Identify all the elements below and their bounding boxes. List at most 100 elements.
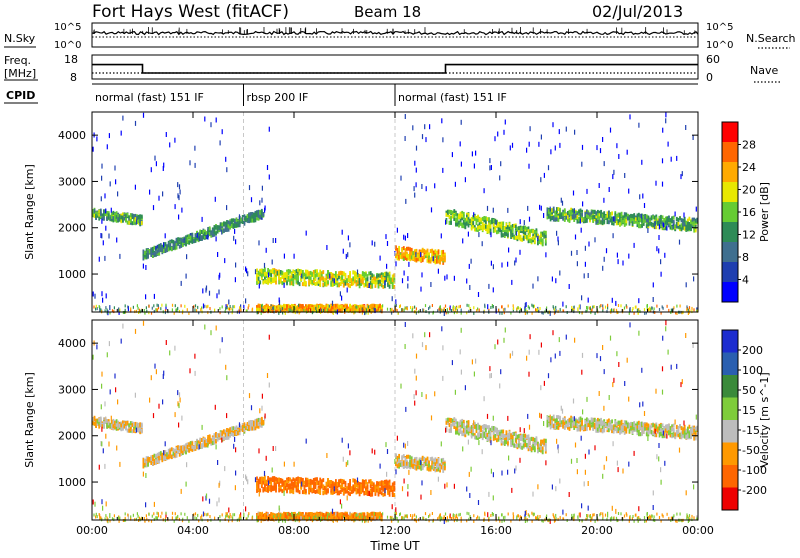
power-speckle <box>258 240 259 245</box>
power-cell <box>341 308 343 312</box>
power-speckle <box>110 181 111 186</box>
power-speckle <box>462 238 463 243</box>
power-cell <box>310 271 312 275</box>
power-cell <box>158 244 160 248</box>
power-cell <box>299 282 301 286</box>
velocity-cell <box>292 486 294 490</box>
power-speckle <box>343 249 344 254</box>
power-speckle <box>588 298 589 303</box>
velocity-cell <box>315 490 317 494</box>
power-cell <box>416 258 418 262</box>
velocity-cell <box>382 485 384 489</box>
power-low-range <box>261 308 262 311</box>
power-cell <box>461 214 463 218</box>
velocity-cell <box>120 423 122 427</box>
power-cell <box>296 269 298 273</box>
power-cell <box>288 269 290 273</box>
power-cell <box>581 213 583 217</box>
velocity-cell <box>150 461 152 465</box>
power-cell <box>180 241 182 245</box>
power-speckle <box>588 242 589 247</box>
power-speckle <box>374 242 375 247</box>
power-speckle <box>487 304 488 309</box>
power-cell <box>349 284 351 288</box>
power-cell <box>580 209 582 213</box>
power-speckle <box>555 146 556 151</box>
power-cell <box>597 210 599 214</box>
power-cell <box>461 224 463 228</box>
power-speckle <box>468 232 469 237</box>
power-cell <box>103 217 105 221</box>
power-cell <box>343 272 345 276</box>
power-cell <box>139 214 141 218</box>
velocity-cell <box>322 478 324 482</box>
velocity-cell <box>125 426 127 430</box>
power-speckle <box>104 256 105 261</box>
power-cell <box>267 268 269 272</box>
power-cell <box>496 230 498 234</box>
power-low-range <box>425 304 426 307</box>
colorbar-swatch <box>722 162 738 182</box>
power-cell <box>597 220 599 224</box>
power-low-range <box>689 306 690 309</box>
power-speckle <box>181 281 182 286</box>
power-low-range <box>137 304 138 307</box>
velocity-cell <box>379 488 381 492</box>
power-cell <box>409 247 411 251</box>
velocity-cell <box>382 493 384 497</box>
power-cell <box>411 251 413 255</box>
power-low-range <box>288 308 289 311</box>
velocity-cell <box>169 454 171 458</box>
power-low-range <box>591 308 592 311</box>
power-speckle <box>537 276 538 281</box>
power-cell <box>367 284 369 288</box>
power-cell <box>352 276 354 280</box>
power-cell <box>526 235 528 239</box>
velocity-cell <box>266 488 268 492</box>
power-speckle <box>561 198 562 203</box>
power-cell <box>371 304 373 308</box>
power-cell <box>378 280 380 284</box>
power-cell <box>690 227 692 231</box>
power-cell <box>444 258 446 262</box>
power-low-range <box>441 309 442 312</box>
power-cell <box>341 271 343 275</box>
power-cell <box>641 224 643 228</box>
power-speckle <box>659 224 660 229</box>
power-speckle <box>510 145 511 150</box>
power-speckle <box>555 278 556 283</box>
power-speckle <box>266 248 267 253</box>
power-cell <box>401 253 403 257</box>
power-cell <box>108 213 110 217</box>
power-speckle <box>543 213 544 218</box>
power-speckle <box>552 277 553 282</box>
power-speckle <box>384 280 385 285</box>
power-cell <box>266 280 268 284</box>
power-cell <box>100 209 102 213</box>
power-speckle <box>639 194 640 199</box>
power-cell <box>673 216 675 220</box>
power-cell <box>545 234 547 238</box>
power-cell <box>638 213 640 217</box>
power-low-range <box>232 305 233 308</box>
power-cell <box>460 218 462 222</box>
power-speckle <box>493 264 494 269</box>
power-cell <box>569 219 571 223</box>
velocity-cell <box>113 424 115 428</box>
power-speckle <box>442 168 443 173</box>
power-cell <box>113 216 115 220</box>
power-cell <box>611 211 613 215</box>
power-cell <box>356 275 358 279</box>
power-cell <box>136 216 138 220</box>
power-speckle <box>613 233 614 238</box>
power-cell <box>259 272 261 276</box>
power-cell <box>180 238 182 242</box>
power-low-range <box>460 305 461 308</box>
velocity-cell <box>379 482 381 486</box>
power-low-range <box>656 305 657 308</box>
power-cell <box>493 219 495 223</box>
velocity-cell <box>139 422 141 426</box>
power-low-range <box>161 304 162 307</box>
power-low-range <box>668 309 669 312</box>
velocity-cell <box>223 437 225 441</box>
